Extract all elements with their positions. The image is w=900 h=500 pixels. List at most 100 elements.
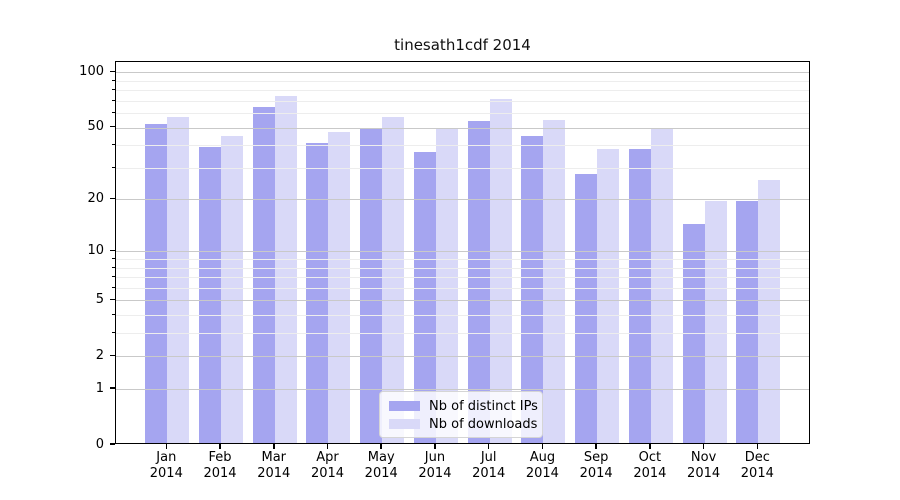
bar-ips-jan <box>145 124 168 443</box>
y-minor-tick-mark <box>112 79 115 81</box>
minor-gridline <box>116 287 809 289</box>
y-minor-tick-mark <box>112 258 115 260</box>
x-tick-mark <box>541 444 544 449</box>
y-minor-tick-mark <box>112 99 115 101</box>
bar-downloads-sep <box>597 149 620 443</box>
y-tick-label-10: 10 <box>87 242 104 258</box>
y-minor-tick-mark <box>112 112 115 114</box>
major-gridline <box>116 72 809 74</box>
bar-downloads-mar <box>274 95 297 443</box>
x-tick-mark <box>165 444 168 449</box>
major-gridline <box>116 251 809 253</box>
y-minor-tick-mark <box>112 89 115 91</box>
minor-gridline <box>116 80 809 82</box>
y-tick-label-50: 50 <box>87 119 104 135</box>
x-tick-mark <box>487 444 490 449</box>
x-tick-label-jun: Jun 2014 <box>418 450 452 481</box>
y-tick-label-20: 20 <box>87 190 104 206</box>
x-tick-label-jan: Jan 2014 <box>149 450 183 481</box>
x-tick-label-mar: Mar 2014 <box>257 450 291 481</box>
bar-ips-aug <box>521 135 544 443</box>
x-tick-label-nov: Nov 2014 <box>687 450 721 481</box>
y-tick-mark <box>110 387 115 389</box>
x-tick-label-feb: Feb 2014 <box>203 450 237 481</box>
y-minor-tick-mark <box>112 332 115 334</box>
x-tick-mark <box>434 444 436 449</box>
bar-ips-jun <box>413 151 436 443</box>
y-tick-mark <box>110 197 115 199</box>
bar-downloads-jan <box>167 116 190 443</box>
y-minor-tick-mark <box>112 314 115 316</box>
y-tick-mark <box>110 249 115 252</box>
y-tick-label-100: 100 <box>79 63 104 79</box>
bar-downloads-aug <box>543 119 566 443</box>
bar-ips-feb <box>199 147 222 443</box>
major-gridline <box>116 356 809 358</box>
y-tick-label-2: 2 <box>95 347 104 363</box>
bar-ips-may <box>360 128 383 443</box>
minor-gridline <box>116 167 809 169</box>
x-tick-mark <box>649 444 651 449</box>
y-minor-tick-mark <box>112 266 115 268</box>
bar-downloads-may <box>382 116 405 443</box>
y-tick-mark <box>110 443 115 445</box>
bar-downloads-jun <box>435 128 458 443</box>
bar-ips-jul <box>467 121 490 443</box>
x-tick-mark <box>380 444 382 449</box>
major-gridline <box>116 199 809 201</box>
y-minor-tick-mark <box>112 286 115 288</box>
x-tick-label-aug: Aug 2014 <box>525 450 559 481</box>
x-tick-mark <box>702 444 705 449</box>
x-tick-label-may: May 2014 <box>364 450 398 481</box>
minor-gridline <box>116 90 809 92</box>
major-gridline <box>116 389 809 391</box>
y-tick-label-5: 5 <box>95 291 104 307</box>
bar-downloads-dec <box>758 180 781 443</box>
y-minor-tick-mark <box>112 166 115 168</box>
legend-label-distinct-ips: Nb of distinct IPs <box>429 398 538 414</box>
x-tick-label-dec: Dec 2014 <box>740 450 774 481</box>
major-gridline <box>116 127 809 129</box>
y-tick-mark <box>110 125 115 128</box>
minor-gridline <box>116 113 809 115</box>
minor-gridline <box>116 259 809 261</box>
bar-ips-sep <box>575 174 598 443</box>
x-tick-mark <box>219 444 221 449</box>
legend-swatch-downloads <box>389 419 420 429</box>
y-minor-tick-mark <box>112 276 115 278</box>
x-tick-label-sep: Sep 2014 <box>579 450 613 481</box>
major-gridline <box>116 300 809 302</box>
y-minor-tick-mark <box>112 144 115 146</box>
chart-title: tinesath1cdf 2014 <box>394 36 531 54</box>
y-tick-mark <box>110 354 115 357</box>
x-tick-label-apr: Apr 2014 <box>310 450 345 481</box>
bar-downloads-oct <box>650 128 673 443</box>
bar-ips-apr <box>306 143 329 443</box>
x-tick-mark <box>756 444 759 449</box>
legend-item-distinct-ips: Nb of distinct IPs <box>389 398 538 414</box>
legend-label-downloads: Nb of downloads <box>429 416 538 432</box>
legend-item-downloads: Nb of downloads <box>389 416 537 432</box>
y-tick-label-1: 1 <box>95 380 104 396</box>
plot-area <box>115 61 810 444</box>
minor-gridline <box>116 333 809 335</box>
minor-gridline <box>116 145 809 147</box>
bar-downloads-feb <box>221 135 244 443</box>
minor-gridline <box>116 315 809 317</box>
y-tick-mark <box>110 70 115 73</box>
bar-ips-mar <box>252 107 275 443</box>
x-tick-mark <box>326 444 329 449</box>
bar-downloads-apr <box>328 132 351 443</box>
x-tick-mark <box>595 444 597 449</box>
bar-ips-oct <box>628 149 651 443</box>
y-tick-mark <box>110 298 115 301</box>
legend-swatch-distinct-ips <box>389 401 420 411</box>
x-tick-label-jul: Jul 2014 <box>472 450 506 481</box>
x-tick-mark <box>273 444 275 449</box>
minor-gridline <box>116 267 809 269</box>
legend: Nb of distinct IPs Nb of downloads <box>379 391 543 438</box>
minor-gridline <box>116 100 809 102</box>
bar-ips-dec <box>736 201 759 443</box>
y-tick-label-0: 0 <box>95 436 104 452</box>
